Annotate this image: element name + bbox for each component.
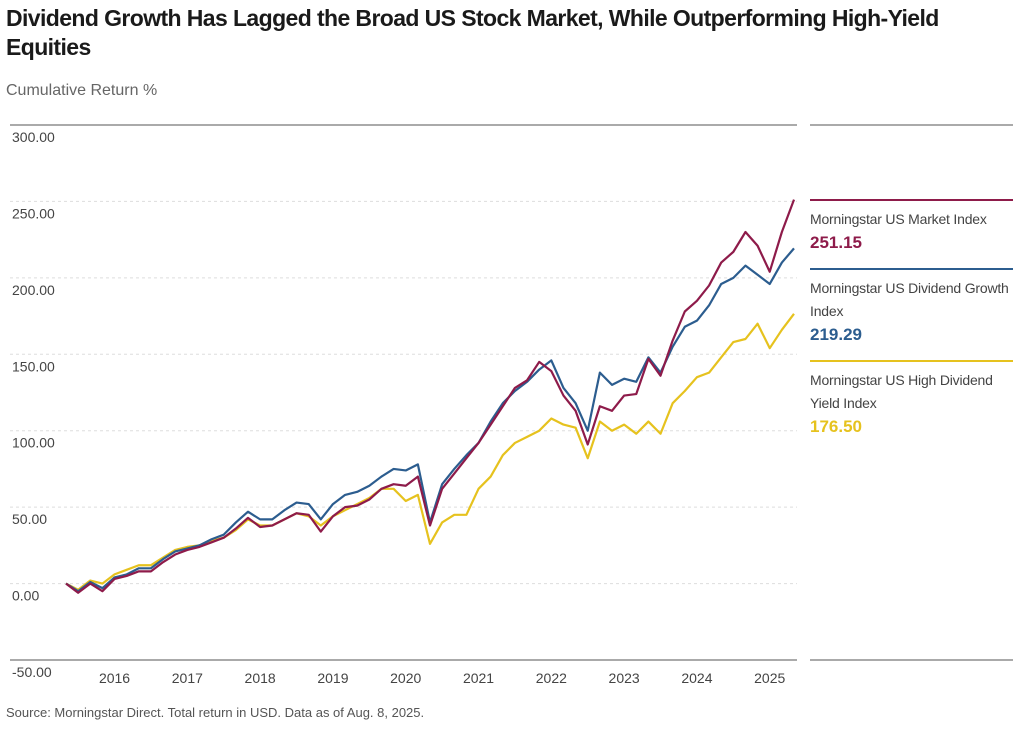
legend-label: Morningstar US High Dividend Yield Index [810,372,993,411]
y-tick-label: 250.00 [12,205,55,221]
x-tick-label: 2021 [463,670,494,686]
y-tick-label: -50.00 [12,664,52,680]
x-tick-label: 2024 [681,670,712,686]
x-tick-label: 2016 [99,670,130,686]
legend-label: Morningstar US Market Index [810,211,987,227]
series-line [65,313,795,591]
y-tick-label: 150.00 [12,358,55,374]
legend-entry: Morningstar US Dividend Growth Index 219.… [810,268,1013,346]
legend-entry: Morningstar US High Dividend Yield Index… [810,360,1013,438]
chart-title: Dividend Growth Has Lagged the Broad US … [6,5,939,60]
y-tick-label: 300.00 [12,129,55,145]
y-tick-label: 200.00 [12,282,55,298]
x-tick-label: 2023 [609,670,640,686]
legend: Morningstar US Market Index 251.15 Morning… [810,199,1013,452]
x-tick-label: 2020 [390,670,421,686]
x-tick-label: 2025 [754,670,785,686]
end-value-label: 251.15 [810,233,862,252]
end-value-label: 176.50 [810,417,862,436]
x-tick-label: 2017 [172,670,203,686]
y-tick-label: 100.00 [12,435,55,451]
y-tick-label: 0.00 [12,588,39,604]
end-value-label: 219.29 [810,325,862,344]
x-tick-label: 2022 [536,670,567,686]
series-line [65,199,796,594]
source-note: Source: Morningstar Direct. Total return… [6,705,425,720]
legend-entry: Morningstar US Market Index 251.15 [810,199,1013,254]
x-tick-label: 2019 [317,670,348,686]
y-tick-label: 50.00 [12,511,47,527]
legend-label: Morningstar US Dividend Growth Index [810,280,1009,319]
x-tick-label: 2018 [245,670,276,686]
chart-subtitle: Cumulative Return % [6,82,158,99]
